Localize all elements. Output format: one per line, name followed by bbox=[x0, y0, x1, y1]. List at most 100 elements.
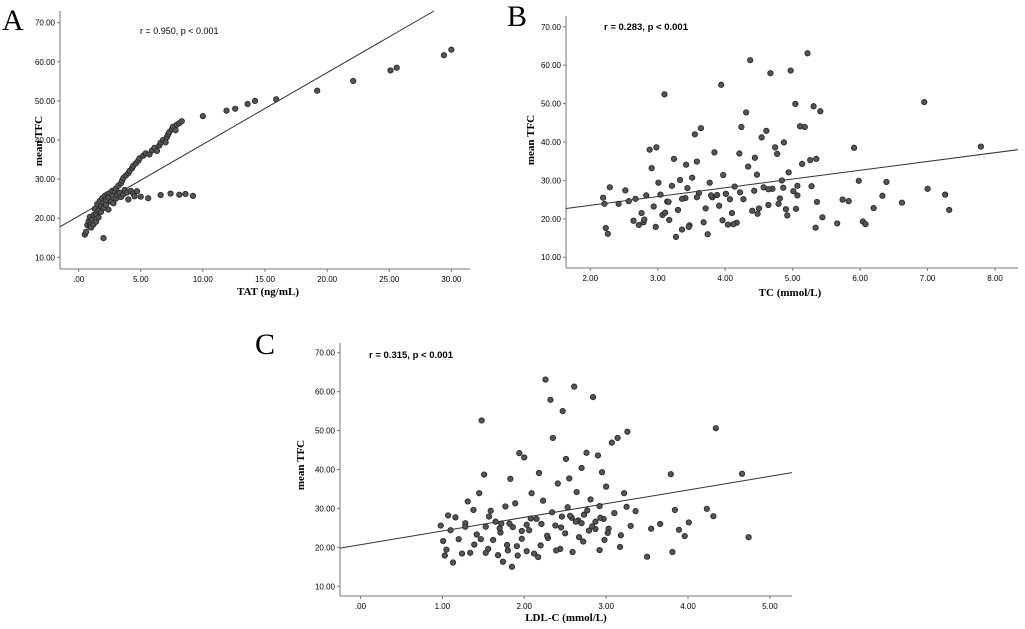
panel-b-letter: B bbox=[507, 0, 527, 33]
panel-c-data-point bbox=[447, 527, 454, 534]
panel-a-data-point bbox=[102, 201, 110, 208]
panel-c-x-tick-label: 2.00 bbox=[516, 602, 532, 611]
panel-b-data-point bbox=[763, 127, 770, 134]
panel-c-y-tick-label: 50.00 bbox=[315, 427, 336, 436]
panel-b-data-point bbox=[780, 184, 787, 191]
panel-a-data-point bbox=[350, 77, 357, 85]
panel-c-data-point bbox=[669, 548, 676, 556]
panel-c-data-point bbox=[458, 550, 466, 557]
panel-c-data-point bbox=[559, 408, 566, 415]
panel-a-data-point bbox=[95, 214, 102, 221]
panel-b-data-point bbox=[707, 192, 715, 199]
panel-c-data-point bbox=[562, 530, 569, 537]
panel-c-annotation: r = 0.315, p < 0.001 bbox=[369, 350, 454, 361]
panel-b-data-point bbox=[799, 160, 806, 167]
panel-b-data-point bbox=[790, 188, 797, 195]
panel-a-y-tick-label: 60.00 bbox=[35, 58, 56, 67]
panel-b-data-point bbox=[606, 184, 613, 191]
panel-a-data-point bbox=[393, 64, 400, 71]
panel-b-data-point bbox=[751, 154, 758, 161]
panel-a-data-point bbox=[100, 235, 107, 242]
panel-b-fit-line bbox=[565, 149, 1019, 209]
panel-b-x-tick-label: 7.00 bbox=[920, 274, 936, 283]
panel-b-data-point bbox=[792, 205, 800, 212]
panel-b-data-point bbox=[641, 216, 648, 223]
panel-b-data-point bbox=[845, 198, 852, 205]
panel-c-data-point bbox=[444, 512, 452, 519]
panel-b-data-point bbox=[758, 134, 765, 141]
panel-c-data-point bbox=[487, 507, 494, 514]
panel-a-x-tick-label: .00 bbox=[73, 275, 85, 284]
panel-c-data-point bbox=[533, 515, 540, 523]
panel-c-data-point bbox=[580, 511, 588, 518]
panel-b-data-point bbox=[812, 224, 819, 231]
panel-a-data-point bbox=[176, 191, 183, 198]
panel-c-data-point bbox=[473, 531, 480, 538]
panel-c-data-point bbox=[557, 524, 565, 531]
panel-c-data-point bbox=[576, 534, 583, 541]
panel-b-data-point bbox=[730, 221, 737, 228]
panel-c-data-point bbox=[553, 547, 560, 554]
panel-a-data-point bbox=[182, 190, 189, 198]
panel-b-data-point bbox=[638, 209, 645, 217]
panel-b-data-point bbox=[657, 191, 664, 198]
panel-c-data-point bbox=[516, 450, 523, 457]
panel-b-data-point bbox=[879, 192, 886, 199]
panel-c-data-point bbox=[571, 383, 578, 390]
panel-b-data-point bbox=[787, 67, 794, 74]
panel-c-data-point bbox=[470, 506, 477, 514]
panel-b-data-point bbox=[765, 201, 772, 209]
panel-b-data-point bbox=[808, 183, 815, 190]
panel-c-data-point bbox=[526, 527, 533, 534]
panel-b-data-point bbox=[684, 184, 691, 192]
panel-b-data-point bbox=[685, 223, 692, 230]
panel-c-x-tick-label: 4.00 bbox=[680, 602, 696, 611]
panel-b-data-point bbox=[670, 155, 678, 163]
panel-b-data-point bbox=[813, 198, 821, 206]
panel-b-data-point bbox=[801, 123, 808, 131]
panel-b-data-point bbox=[625, 198, 632, 205]
panel-c-data-point bbox=[712, 425, 719, 432]
panel-c-data-point bbox=[627, 522, 634, 530]
panel-b-data-point bbox=[784, 212, 791, 219]
panel-c-data-point bbox=[667, 471, 674, 478]
panel-b-data-point bbox=[738, 123, 745, 131]
panel-c-y-tick-label: 70.00 bbox=[315, 349, 336, 358]
panel-b-data-point bbox=[693, 158, 700, 165]
panel-b-data-point bbox=[697, 125, 705, 132]
panel-b-data-point bbox=[745, 163, 752, 170]
panel-c-data-point bbox=[617, 532, 624, 539]
panel-b-data-point bbox=[839, 196, 846, 203]
panel-a-x-tick-label: 25.00 bbox=[379, 275, 400, 284]
panel-b-data-point bbox=[622, 187, 629, 194]
panel-c-data-point bbox=[611, 509, 618, 517]
panel-c-data-point bbox=[597, 514, 604, 521]
panel-b-data-point bbox=[691, 131, 698, 138]
panel-b-x-tick-label: 4.00 bbox=[717, 274, 733, 283]
panel-c-data-point bbox=[614, 434, 621, 442]
panel-c-data-point bbox=[492, 518, 499, 525]
panel-b-data-point bbox=[648, 165, 655, 172]
panel-b-data-point bbox=[650, 203, 657, 210]
panel-b-data-point bbox=[942, 191, 949, 198]
panel-b-data-point bbox=[662, 209, 669, 216]
panel-a-y-tick-label: 50.00 bbox=[35, 97, 56, 106]
panel-b-data-point bbox=[755, 205, 763, 212]
panel-c-data-point bbox=[616, 543, 624, 551]
panel-a-data-point bbox=[440, 52, 448, 59]
panel-b-data-point bbox=[718, 81, 725, 88]
panel-c-data-point bbox=[578, 464, 585, 472]
panel-a-x-tick-label: 15.00 bbox=[255, 275, 276, 284]
panel-b-data-point bbox=[782, 206, 790, 213]
panel-b-data-point bbox=[753, 171, 761, 178]
panel-c-data-point bbox=[537, 542, 544, 549]
panel-c-data-point bbox=[478, 417, 485, 424]
panel-b-data-point bbox=[977, 143, 984, 150]
panel-c-data-point bbox=[498, 520, 505, 527]
panel-a-data-point bbox=[153, 147, 161, 155]
panel-c-data-point bbox=[564, 504, 571, 511]
panel-b-data-point bbox=[785, 169, 792, 176]
panel-b-data-point bbox=[946, 206, 953, 214]
panel-b-data-point bbox=[819, 214, 826, 221]
